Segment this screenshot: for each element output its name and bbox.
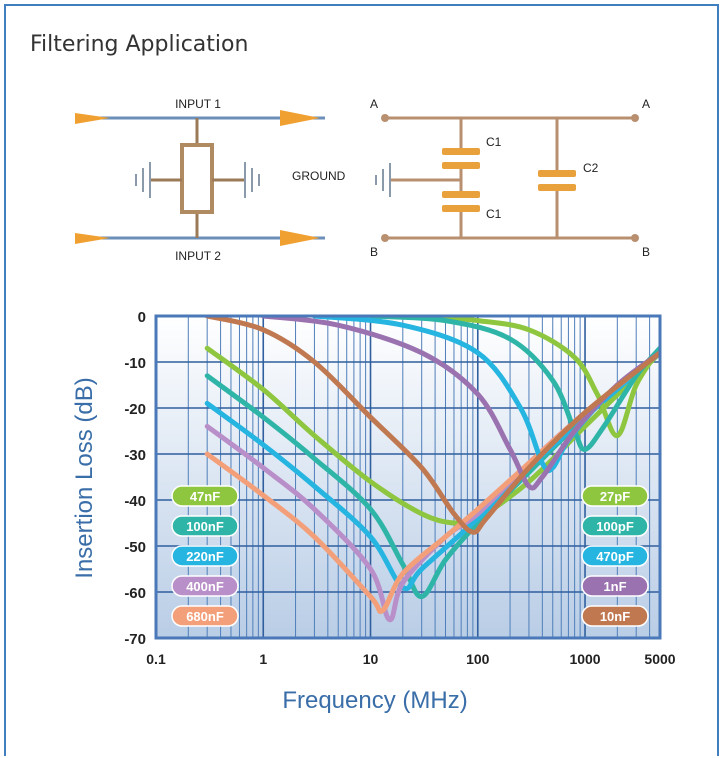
legend-label: 10nF [600,609,630,624]
legend-swatch [171,605,239,627]
filter-schematic: INPUT 1 INPUT 2 A A B B [75,97,650,263]
y-tick-label: -70 [124,631,146,648]
legend-label: 100nF [186,519,224,534]
ground-label: GROUND [292,169,346,183]
node-b-left-label: B [370,245,378,259]
c1-capacitor-pair [390,118,480,238]
input1-line [75,110,325,126]
line-b [381,234,639,242]
input1-label: INPUT 1 [175,97,221,111]
c1-top-label: C1 [486,135,502,149]
c2-capacitor [538,118,576,238]
curves-layer [204,316,660,623]
node-b-right-label: B [642,245,650,259]
x-tick-labels: 0.1 1 10 100 1000 5000 [146,651,676,667]
legend-item-1nF: 1nF [581,575,649,597]
y-tick-label: -40 [124,493,146,510]
series-line-220nF [204,350,660,592]
y-tick-labels: 0 -10 -20 -30 -40 -50 -60 -70 [124,309,146,648]
node-a-left-label: A [370,97,378,111]
legend-label: 220nF [186,549,224,564]
x-tick-label: 10 [363,651,379,667]
y-tick-label: -50 [124,539,146,556]
input2-line [75,230,325,246]
input2-label: INPUT 2 [175,249,221,263]
legend-swatch [581,605,649,627]
legend-swatch [171,575,239,597]
y-tick-label: -20 [124,401,146,418]
series-line-10nF [204,316,660,535]
legend-label: 100pF [596,519,634,534]
legend-item-100pF: 100pF [581,515,649,537]
legend-item-27pF: 27pF [581,485,649,507]
x-tick-label: 0.1 [146,651,166,667]
legend-label: 27pF [600,489,630,504]
series-line-27pF [419,316,660,439]
c2-label: C2 [583,161,599,175]
legend-item-680nF: 680nF [171,605,239,627]
c1-bottom-label: C1 [486,207,502,221]
legend-swatch [581,545,649,567]
legend-item-47nF: 47nF [171,485,239,507]
legend-swatch [171,485,239,507]
y-tick-label: 0 [138,309,146,326]
legend-swatch [171,515,239,537]
page-title: Filtering Application [30,32,249,57]
x-tick-label: 5000 [644,651,675,667]
y-tick-label: -60 [124,585,146,602]
legend-label: 47nF [190,489,220,504]
legend-label: 470pF [596,549,634,564]
y-tick-label: -30 [124,447,146,464]
ground-symbol-center [375,163,391,197]
x-tick-label: 1000 [569,651,600,667]
plot-border [154,314,662,640]
legend-item-220nF: 220nF [171,545,239,567]
legend-swatch [581,485,649,507]
legend-item-470pF: 470pF [581,545,649,567]
y-axis-label: Insertion Loss (dB) [71,377,98,578]
legend-swatch [581,575,649,597]
ground-symbol-left [135,162,151,198]
legend-label: 400nF [186,579,224,594]
legend-item-400nF: 400nF [171,575,239,597]
legend-swatch [171,545,239,567]
ground-symbol-right [244,162,260,198]
legend: 47nF 100nF 220nF 400nF 680nF 27pF 100pF 470pF 1n… [171,485,649,627]
series-line-1nF [260,316,660,491]
node-a-right-label: A [642,97,650,111]
line-a [381,114,639,122]
feedthrough-component [150,118,245,238]
legend-item-100nF: 100nF [171,515,239,537]
legend-label: 1nF [603,579,626,594]
x-tick-label: 1 [259,651,267,667]
legend-swatch [581,515,649,537]
y-tick-label: -10 [124,355,146,372]
legend-label: 680nF [186,609,224,624]
x-axis-label: Frequency (MHz) [282,687,467,714]
legend-item-10nF: 10nF [581,605,649,627]
x-tick-label: 100 [466,651,490,667]
